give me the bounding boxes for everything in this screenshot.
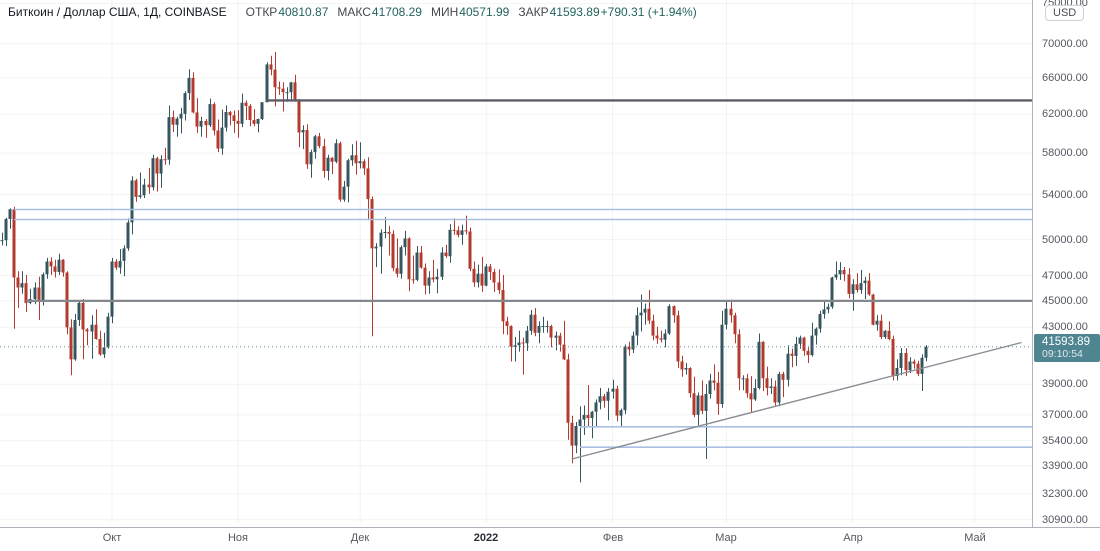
ohlc-close-label: ЗАКР: [518, 5, 549, 19]
price-tick-label: 33900.00: [1042, 460, 1088, 472]
price-tick-label: 30900.00: [1042, 514, 1088, 526]
ohlc-open-value: 40810.87: [278, 5, 329, 19]
ohlc-low-value: 40571.99: [459, 5, 510, 19]
ascending-trendline[interactable]: [571, 341, 1022, 460]
price-tick-label: 58000.00: [1042, 147, 1088, 159]
current-price-badge[interactable]: 41593.89 09:10:54: [1034, 334, 1100, 362]
price-tick-label: 45000.00: [1042, 295, 1088, 307]
price-tick-label: 75000.00: [1042, 0, 1088, 10]
price-tick-label: 50000.00: [1042, 234, 1088, 246]
symbol-title[interactable]: Биткоин / Доллар США, 1Д, COINBASE: [8, 5, 227, 19]
price-tick-label: 47000.00: [1042, 270, 1088, 282]
time-tick-label: Фев: [602, 532, 624, 544]
ohlc-close-value: 41593.89: [549, 5, 600, 19]
price-tick-label: 62000.00: [1042, 108, 1088, 120]
currency-badge[interactable]: USD: [1045, 5, 1085, 21]
time-tick-label: 2022: [473, 532, 499, 544]
time-axis[interactable]: Окт Ноя Дек 2022 Фев Мар Апр Май: [0, 528, 1100, 551]
ohlc-open-label: ОТКР: [245, 5, 278, 19]
time-tick-label: Дек: [350, 532, 370, 544]
price-axis[interactable]: 30900.00 32300.00 33900.00 35400.00 37000.00…: [1033, 0, 1100, 527]
symbol-header: Биткоин / Доллар США, 1Д, COINBASE ОТКР40…: [8, 5, 697, 19]
candles-layer: [0, 52, 928, 483]
ohlc-readout: ОТКР40810.87 МАКС41708.29 МИН40571.99 ЗАКР4…: [237, 5, 697, 19]
price-axis-separator: [1032, 0, 1033, 527]
ohlc-low-label: МИН: [430, 5, 459, 19]
time-tick-label: Мар: [715, 532, 737, 544]
time-tick-label: Апр: [843, 532, 863, 544]
chart-pane[interactable]: [0, 0, 1032, 527]
price-tick-label: 43000.00: [1042, 321, 1088, 333]
price-tick-label: 54000.00: [1042, 189, 1088, 201]
time-tick-label: Май: [964, 532, 986, 544]
current-price-value: 41593.89: [1042, 336, 1090, 348]
price-tick-label: 35400.00: [1042, 435, 1088, 447]
price-tick-label: 70000.00: [1042, 38, 1088, 50]
time-tick-label: Ноя: [227, 532, 249, 544]
ohlc-high-label: МАКС: [337, 5, 371, 19]
price-tick-label: 66000.00: [1042, 72, 1088, 84]
countdown-timer: 09:10:54: [1042, 348, 1083, 360]
price-tick-label: 37000.00: [1042, 409, 1088, 421]
time-tick-label: Окт: [102, 532, 122, 544]
price-tick-label: 39000.00: [1042, 378, 1088, 390]
price-tick-label: 32300.00: [1042, 488, 1088, 500]
time-axis-separator: [0, 527, 1100, 528]
change-value: +790.31 (+1.94%): [600, 5, 697, 19]
ohlc-high-value: 41708.29: [371, 5, 422, 19]
